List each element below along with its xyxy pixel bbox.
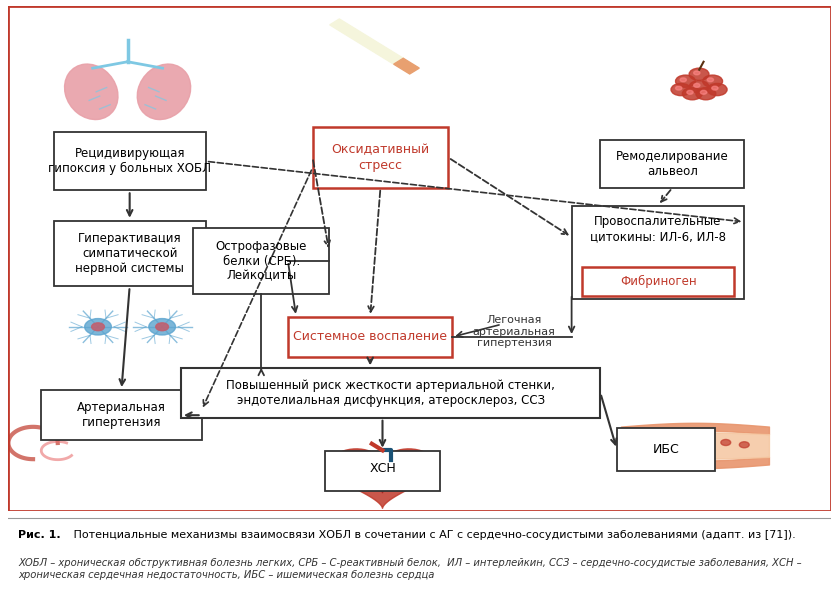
Circle shape: [690, 444, 700, 450]
Circle shape: [85, 319, 112, 335]
Bar: [393, 59, 420, 74]
Ellipse shape: [65, 64, 118, 119]
Text: Рис. 1.: Рис. 1.: [18, 530, 61, 540]
FancyBboxPatch shape: [325, 450, 440, 491]
Text: Провоспалительные
цитокины: ИЛ-6, ИЛ-8: Провоспалительные цитокины: ИЛ-6, ИЛ-8: [590, 215, 726, 243]
Circle shape: [694, 83, 700, 87]
FancyBboxPatch shape: [41, 390, 201, 440]
Text: Рецидивирующая
гипоксия у больных ХОБЛ: Рецидивирующая гипоксия у больных ХОБЛ: [48, 147, 211, 176]
Circle shape: [682, 87, 702, 100]
FancyBboxPatch shape: [571, 206, 744, 299]
Circle shape: [641, 443, 650, 449]
Circle shape: [701, 90, 706, 94]
Circle shape: [694, 71, 700, 75]
Circle shape: [379, 0, 386, 4]
Text: Острофазовые
белки (СРБ).
Лейкоциты: Острофазовые белки (СРБ). Лейкоциты: [216, 239, 307, 282]
Circle shape: [689, 68, 709, 80]
Circle shape: [739, 441, 749, 448]
Text: Легочная
артериальная
гипертензия: Легочная артериальная гипертензия: [472, 315, 555, 349]
Circle shape: [687, 90, 693, 94]
Polygon shape: [351, 457, 414, 492]
Text: Оксидативный
стресс: Оксидативный стресс: [331, 144, 430, 171]
FancyBboxPatch shape: [54, 220, 206, 287]
Text: Артериальная
гипертензия: Артериальная гипертензия: [77, 401, 166, 429]
Circle shape: [680, 78, 686, 82]
Circle shape: [711, 86, 718, 90]
Text: Гиперактивация
симпатической
нервной системы: Гиперактивация симпатической нервной сис…: [76, 232, 184, 275]
Text: Фибриноген: Фибриноген: [620, 275, 696, 288]
Text: ХОБЛ – хроническая обструктивная болезнь легких, СРБ – С-реактивный белок,  ИЛ –: ХОБЛ – хроническая обструктивная болезнь…: [18, 558, 802, 580]
FancyBboxPatch shape: [54, 132, 206, 190]
FancyBboxPatch shape: [8, 6, 831, 511]
FancyBboxPatch shape: [601, 140, 744, 188]
Circle shape: [156, 323, 169, 331]
FancyBboxPatch shape: [582, 267, 734, 297]
Bar: [330, 19, 404, 64]
Circle shape: [675, 86, 682, 90]
Circle shape: [91, 323, 104, 331]
FancyBboxPatch shape: [288, 317, 452, 357]
Text: Повышенный риск жесткости артериальной стенки,
эндотелиальная дисфункция, атерос: Повышенный риск жесткости артериальной с…: [227, 379, 555, 407]
Circle shape: [659, 441, 669, 447]
Ellipse shape: [138, 64, 190, 119]
Circle shape: [671, 83, 690, 96]
Text: Системное воспаление: Системное воспаление: [293, 330, 447, 343]
Circle shape: [707, 83, 727, 96]
Polygon shape: [329, 449, 436, 508]
Circle shape: [689, 80, 709, 93]
Text: ХСН: ХСН: [369, 462, 396, 475]
Circle shape: [703, 75, 722, 87]
Circle shape: [707, 78, 713, 82]
Circle shape: [149, 319, 175, 335]
Text: ИБС: ИБС: [653, 443, 680, 456]
FancyBboxPatch shape: [193, 228, 329, 294]
FancyBboxPatch shape: [617, 428, 716, 471]
Text: Потенциальные механизмы взаимосвязи ХОБЛ в сочетании с АГ с сердечно-сосудистыми: Потенциальные механизмы взаимосвязи ХОБЛ…: [70, 530, 796, 540]
Text: Ремоделирование
альвеол: Ремоделирование альвеол: [616, 150, 729, 178]
Circle shape: [721, 440, 731, 446]
FancyBboxPatch shape: [181, 368, 601, 418]
FancyBboxPatch shape: [313, 127, 448, 188]
Circle shape: [675, 75, 696, 87]
Circle shape: [696, 87, 716, 100]
